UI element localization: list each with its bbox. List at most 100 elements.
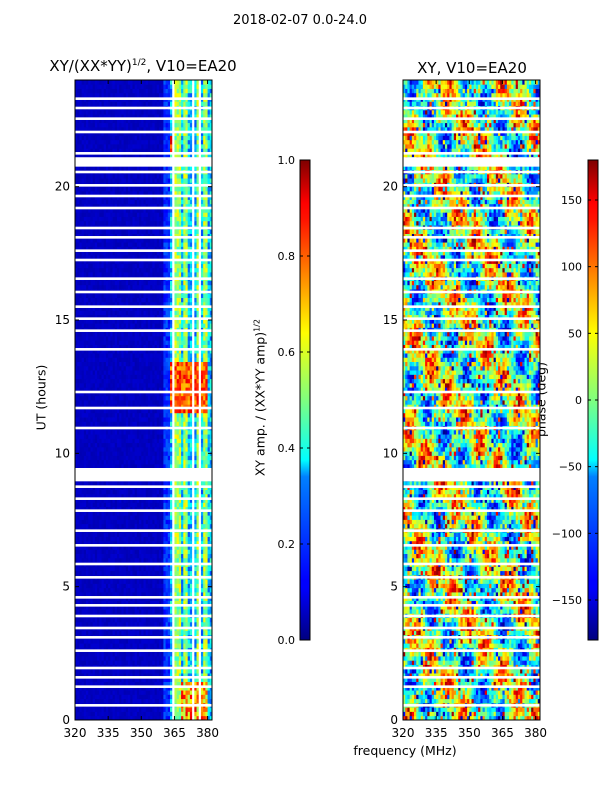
heatmap-cell: [116, 656, 120, 661]
heatmap-cell: [79, 668, 83, 674]
heatmap-cell: [116, 630, 120, 636]
heatmap-cell: [110, 617, 113, 623]
heatmap-cell: [203, 673, 206, 678]
heatmap-cell: [165, 600, 169, 606]
heatmap-cell: [99, 673, 102, 678]
heatmap-cell: [141, 690, 144, 695]
heatmap-cell: [128, 579, 131, 584]
heatmap-cell: [209, 660, 213, 665]
heatmap-cell: [79, 707, 83, 712]
heatmap-cell: [130, 617, 133, 623]
heatmap-cell: [132, 690, 136, 695]
heatmap-cell: [114, 579, 118, 584]
heatmap-cell: [125, 429, 131, 435]
left-panel-title: XY/(XX*YY)1/2, V10=EA20: [30, 57, 256, 75]
heatmap-cell: [174, 621, 178, 627]
heatmap-cell: [185, 656, 189, 661]
heatmap-cell: [130, 707, 133, 712]
heatmap-cell: [116, 651, 120, 657]
heatmap-cell: [163, 660, 166, 665]
heatmap-cell: [183, 677, 186, 682]
heatmap-cell: [136, 643, 140, 648]
heatmap-cell: [187, 660, 191, 665]
heatmap-cell: [167, 681, 171, 687]
heatmap-cell: [103, 609, 107, 614]
heatmap-cell: [97, 690, 100, 695]
heatmap-cell: [194, 673, 197, 678]
heatmap-cell: [134, 660, 138, 665]
heatmap-cell: [81, 707, 85, 712]
heatmap-cell: [209, 656, 213, 661]
heatmap-cell: [119, 711, 122, 717]
heatmap-cell: [150, 417, 155, 422]
heatmap-cell: [178, 579, 182, 584]
heatmap-cell: [97, 715, 100, 721]
heatmap-cell: [79, 621, 83, 627]
heatmap-cell: [75, 660, 78, 665]
heatmap-cell: [125, 587, 129, 593]
heatmap-cell: [116, 579, 120, 584]
heatmap-cell: [196, 715, 200, 721]
heatmap-cell: [81, 600, 85, 606]
heatmap-cell: [189, 711, 193, 717]
heatmap-cell: [209, 600, 213, 606]
heatmap-cell: [90, 378, 96, 384]
heatmap-cell: [141, 681, 144, 687]
heatmap-cell: [139, 681, 142, 687]
heatmap-cell: [143, 694, 147, 700]
heatmap-cell: [94, 412, 100, 418]
heatmap-cell: [189, 617, 193, 623]
heatmap-cell: [112, 600, 116, 606]
heatmap-cell: [105, 685, 109, 691]
heatmap-cell: [181, 587, 184, 593]
heatmap-cell: [181, 668, 184, 674]
heatmap-cell: [92, 621, 96, 627]
heatmap-cell: [165, 587, 169, 593]
heatmap-cell: [90, 673, 94, 678]
heatmap-cell: [75, 685, 78, 691]
heatmap-cell: [108, 690, 111, 695]
heatmap-cell: [141, 643, 144, 648]
heatmap-cell: [92, 583, 96, 589]
heatmap-cell: [158, 587, 162, 593]
heatmap-cell: [187, 638, 191, 644]
heatmap-cell: [187, 609, 191, 614]
heatmap-cell: [165, 638, 169, 644]
heatmap-cell: [86, 677, 91, 682]
heatmap-cell: [203, 656, 206, 661]
heatmap-cell: [128, 604, 131, 610]
heatmap-cell: [187, 715, 191, 721]
heatmap-cell: [105, 621, 109, 627]
heatmap-cell: [154, 668, 158, 674]
heatmap-cell: [103, 681, 107, 687]
heatmap-cell: [141, 583, 144, 589]
heatmap-cell: [108, 592, 111, 597]
heatmap-cell: [79, 694, 83, 700]
heatmap-cell: [128, 711, 131, 717]
heatmap-cell: [158, 690, 162, 695]
heatmap-cell: [123, 604, 127, 610]
heatmap-cell: [176, 673, 180, 678]
heatmap-cell: [147, 660, 151, 665]
heatmap-cell: [123, 638, 127, 644]
heatmap-cell: [119, 643, 122, 648]
heatmap-cell: [132, 673, 136, 678]
heatmap-cell: [198, 604, 202, 610]
heatmap-cell: [94, 600, 98, 606]
heatmap-cell: [200, 715, 204, 721]
heatmap-cell: [110, 579, 113, 584]
heatmap-cell: [81, 579, 85, 584]
heatmap-cell: [132, 617, 136, 623]
heatmap-cell: [154, 621, 158, 627]
heatmap-cell: [198, 715, 202, 721]
heatmap-cell: [105, 694, 109, 700]
heatmap-cell: [163, 600, 166, 606]
heatmap-cell: [88, 412, 94, 418]
heatmap-cell: [90, 374, 96, 380]
heatmap-cell: [101, 651, 105, 657]
heatmap-cell: [172, 711, 175, 717]
heatmap-cell: [101, 656, 105, 661]
heatmap-cell: [101, 677, 105, 682]
heatmap-cell: [174, 600, 178, 606]
heatmap-cell: [99, 685, 102, 691]
